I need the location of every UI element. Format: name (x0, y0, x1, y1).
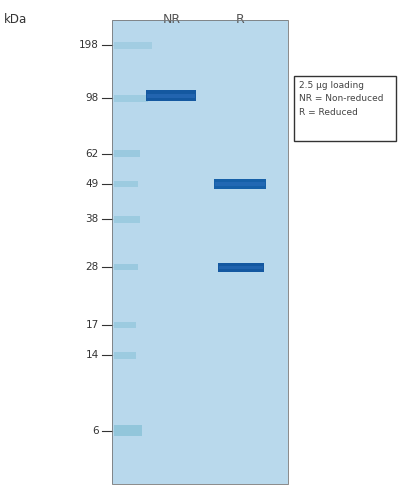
Text: 28: 28 (86, 262, 99, 272)
Text: kDa: kDa (4, 13, 27, 26)
Bar (114, 264, 138, 270)
Bar (114, 352, 136, 359)
Text: 98: 98 (86, 93, 99, 103)
Bar (215, 182, 265, 186)
Bar (114, 150, 140, 157)
Bar (114, 425, 142, 436)
Bar (146, 90, 196, 101)
Bar (114, 216, 140, 223)
Text: 6: 6 (92, 426, 99, 436)
Bar (112, 20, 288, 484)
Bar (114, 322, 136, 329)
Text: 17: 17 (86, 320, 99, 330)
Bar (112, 20, 288, 484)
Bar (214, 179, 266, 189)
Bar (114, 95, 148, 101)
Text: NR: NR (163, 13, 181, 26)
Text: 62: 62 (86, 149, 99, 159)
Bar (147, 94, 195, 98)
Text: 198: 198 (79, 40, 99, 50)
Bar (294, 76, 396, 141)
Text: 14: 14 (86, 350, 99, 360)
Text: 38: 38 (86, 214, 99, 224)
Bar (219, 266, 263, 269)
Text: R: R (236, 13, 244, 26)
Bar (200, 20, 288, 484)
Bar (114, 180, 138, 187)
Text: 2.5 μg loading
NR = Non-reduced
R = Reduced: 2.5 μg loading NR = Non-reduced R = Redu… (299, 81, 383, 117)
Bar (218, 263, 264, 272)
Bar (114, 42, 152, 49)
Text: 49: 49 (86, 179, 99, 189)
